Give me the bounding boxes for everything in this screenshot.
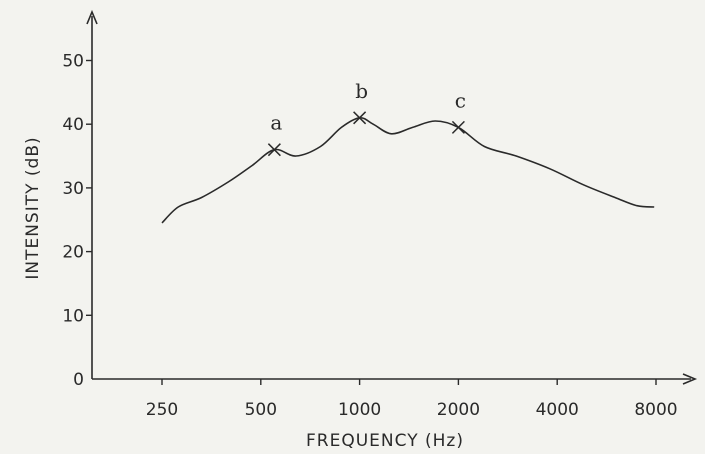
y-tick-label: 40 bbox=[62, 115, 84, 135]
ticks: 0 10 20 30 40 50 250 500 1000 2000 4000 8000 bbox=[62, 52, 677, 421]
marker-c: c bbox=[451, 88, 466, 134]
marker-b-cross-b bbox=[353, 111, 367, 125]
marker-a-cross-b bbox=[267, 143, 281, 157]
y-axis-arrow bbox=[86, 9, 98, 25]
x-tick-label: 2000 bbox=[437, 400, 480, 420]
y-tick-label: 10 bbox=[62, 306, 84, 326]
y-tick-label: 0 bbox=[73, 370, 84, 390]
marker-a-label: a bbox=[270, 111, 282, 135]
x-tick-label: 500 bbox=[245, 400, 277, 420]
axes bbox=[86, 9, 698, 385]
y-tick-label: 20 bbox=[62, 243, 84, 263]
marker-b-label: b bbox=[355, 79, 368, 103]
x-tick-label: 8000 bbox=[634, 400, 677, 420]
x-axis-arrow bbox=[682, 373, 698, 385]
markers: a b c bbox=[267, 79, 466, 157]
x-tick-label: 4000 bbox=[536, 400, 579, 420]
y-tick-label: 30 bbox=[62, 179, 84, 199]
intensity-curve bbox=[161, 116, 655, 224]
x-tick-label: 250 bbox=[146, 400, 178, 420]
marker-c-cross-b bbox=[451, 120, 465, 134]
marker-a: a bbox=[267, 111, 282, 157]
x-axis-title: FREQUENCY (Hz) bbox=[306, 431, 464, 451]
marker-b: b bbox=[353, 79, 368, 125]
x-tick-label: 1000 bbox=[338, 400, 381, 420]
marker-c-label: c bbox=[455, 88, 466, 112]
y-tick-label: 50 bbox=[62, 52, 84, 72]
curve bbox=[161, 116, 655, 224]
y-axis-title: INTENSITY (dB) bbox=[23, 136, 43, 279]
